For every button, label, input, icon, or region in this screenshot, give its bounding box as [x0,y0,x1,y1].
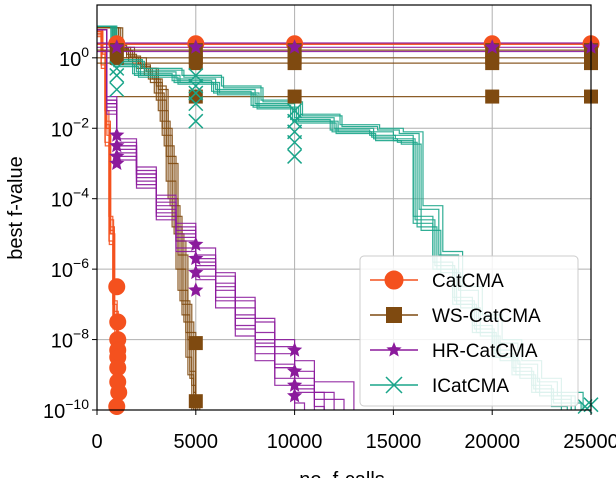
y-tick-label: 10−2 [51,114,89,141]
marker-star [109,127,125,142]
marker-square [386,307,402,323]
marker-star [287,342,303,357]
marker-x [109,81,125,98]
x-tick-label: 25000 [563,431,616,453]
marker-square [485,89,500,104]
marker-square [287,56,302,71]
marker-x [287,134,303,150]
marker-x [188,85,204,101]
marker-circle [108,397,126,415]
marker-square [188,394,203,409]
marker-star [188,250,204,265]
marker-square [109,50,124,65]
marker-star [287,39,303,54]
y-tick-label: 10−10 [43,396,89,423]
y-tick-label: 10−4 [51,185,89,212]
legend-label: HR-CatCMA [432,341,538,362]
marker-star [287,363,303,378]
y-tick-label: 10−8 [51,326,89,353]
marker-x [287,103,303,119]
marker-x [109,67,125,83]
marker-x [109,60,125,76]
marker-x [188,113,204,129]
series-run [97,27,197,410]
x-tick-label: 20000 [464,431,520,453]
marker-layer [108,35,600,415]
marker-x [287,124,303,140]
marker-circle [109,313,127,331]
axis-ticks: 0 5000 10000 15000 20000 25000 100 10−2 10−4 10−6… [43,44,616,453]
x-tick-label: 5000 [174,431,219,453]
marker-square [485,56,500,71]
legend-box [359,255,579,407]
marker-x [188,96,204,112]
marker-x [385,376,403,394]
marker-x [577,398,593,415]
marker-star [484,39,500,54]
marker-star [109,155,125,170]
marker-star [188,282,204,297]
marker-star [188,236,204,251]
marker-star [287,377,303,392]
legend-label: CatCMA [432,271,504,292]
marker-star [188,39,204,54]
x-tick-label: 10000 [267,431,323,453]
marker-square [287,89,302,104]
x-tick-label: 15000 [366,431,422,453]
marker-star [188,264,204,280]
marker-star [109,39,125,54]
marker-square [188,56,203,71]
plot-frame [96,4,592,411]
marker-star [386,342,402,357]
legend-label: ICatCMA [432,376,509,397]
marker-circle [384,270,404,290]
marker-x [287,113,303,129]
legend-label: WS-CatCMA [432,306,541,327]
y-tick-label: 100 [59,44,89,71]
marker-x [287,148,303,164]
marker-star [109,137,125,153]
legend: CatCMA WS-CatCMA HR-CatCMA ICatCMA [359,255,579,407]
x-tick-label: 0 [91,431,102,453]
marker-circle [110,383,128,401]
x-axis-label: no. f-calls [299,469,385,478]
marker-x [188,67,204,83]
marker-x [188,78,204,94]
y-axis-label: best f-value [5,156,27,259]
marker-circle [108,278,126,296]
marker-star [287,387,303,403]
marker-square [188,336,203,351]
y-tick-label: 10−6 [51,255,89,282]
